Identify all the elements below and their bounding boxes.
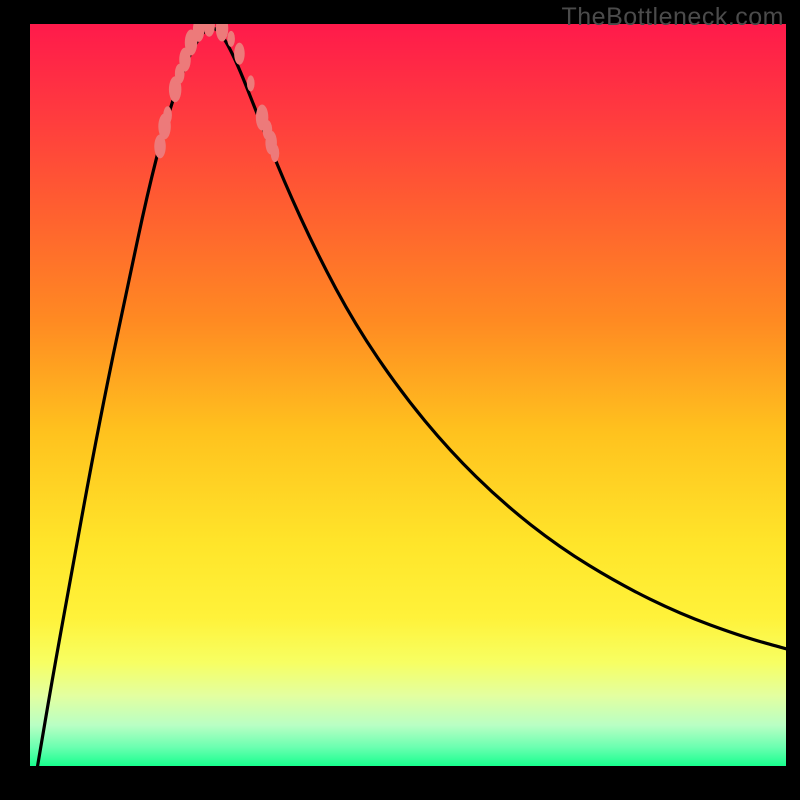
data-marker: [163, 106, 172, 124]
data-marker: [227, 31, 235, 47]
plot-area: [30, 24, 786, 766]
data-marker: [247, 75, 255, 91]
data-marker: [271, 144, 280, 162]
data-marker: [203, 24, 215, 37]
chart-overlay: [30, 24, 786, 766]
data-marker: [234, 43, 245, 65]
bottleneck-curve: [38, 28, 786, 766]
data-marker: [216, 24, 228, 41]
watermark-text: TheBottleneck.com: [562, 3, 785, 32]
stage: TheBottleneck.com: [0, 0, 800, 800]
